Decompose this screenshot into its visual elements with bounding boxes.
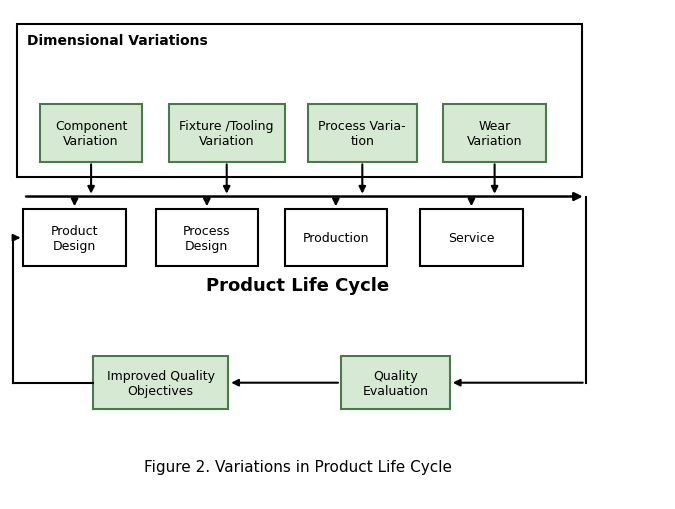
Text: Production: Production: [302, 232, 369, 245]
Bar: [285, 210, 387, 267]
Text: Fixture /Tooling
Variation: Fixture /Tooling Variation: [180, 120, 274, 148]
Text: Dimensional Variations: Dimensional Variations: [26, 34, 207, 48]
Text: Product Life Cycle: Product Life Cycle: [207, 277, 389, 295]
Bar: [308, 105, 417, 162]
Text: Product
Design: Product Design: [51, 224, 99, 252]
Bar: [341, 357, 450, 409]
Bar: [443, 105, 546, 162]
Text: Process
Design: Process Design: [183, 224, 231, 252]
Bar: [17, 25, 583, 177]
Text: Quality
Evaluation: Quality Evaluation: [362, 369, 429, 397]
Bar: [169, 105, 285, 162]
Bar: [92, 357, 228, 409]
Text: Service: Service: [448, 232, 495, 245]
Text: Component
Variation: Component Variation: [55, 120, 128, 148]
Bar: [155, 210, 258, 267]
Text: Wear
Variation: Wear Variation: [467, 120, 522, 148]
Bar: [40, 105, 142, 162]
Text: Improved Quality
Objectives: Improved Quality Objectives: [107, 369, 215, 397]
Bar: [23, 210, 126, 267]
Text: Process Varia-
tion: Process Varia- tion: [319, 120, 406, 148]
Text: Figure 2. Variations in Product Life Cycle: Figure 2. Variations in Product Life Cyc…: [144, 459, 452, 474]
Bar: [420, 210, 522, 267]
